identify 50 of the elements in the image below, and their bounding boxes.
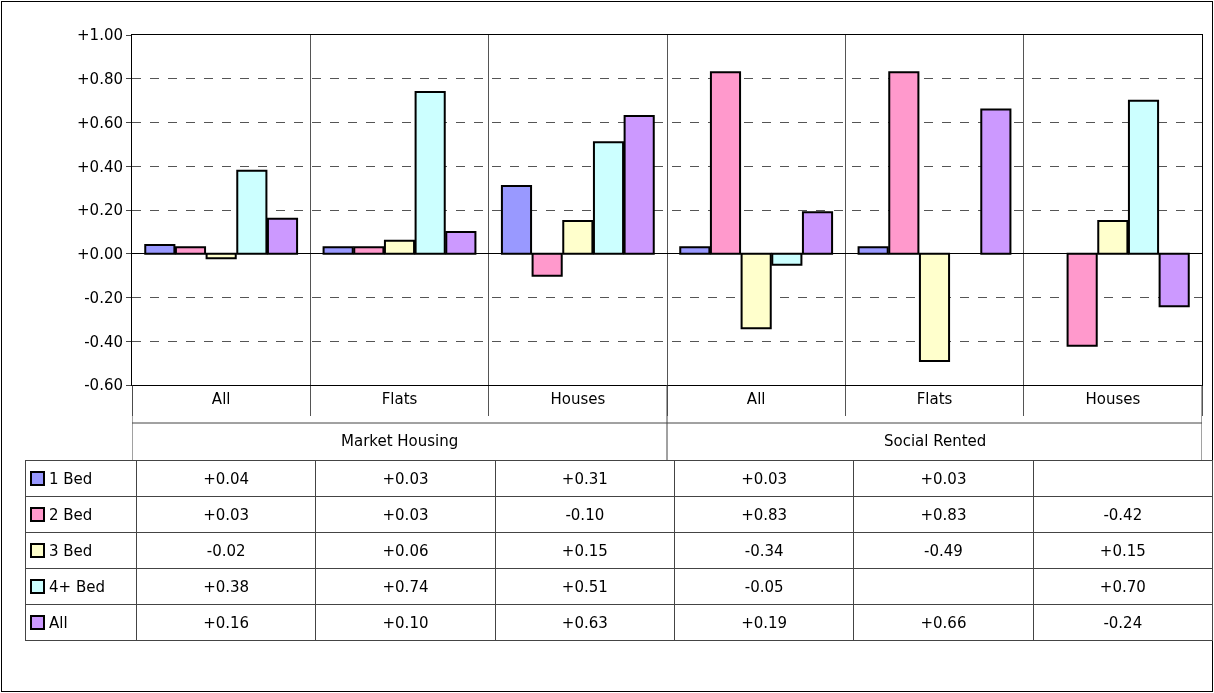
data-label: -0.05	[674, 568, 854, 605]
y-tick-label: -0.60	[84, 376, 123, 395]
data-label: -0.24	[1033, 604, 1213, 641]
data-label: +0.74	[315, 568, 496, 605]
legend-label: 3 Bed	[49, 541, 93, 560]
y-tick-label: +0.00	[77, 245, 123, 263]
data-label: +0.15	[1033, 532, 1213, 569]
data-label: -0.10	[495, 496, 675, 533]
y-tick-label: -0.20	[84, 288, 123, 307]
data-label: +0.03	[315, 496, 496, 533]
data-label: +0.16	[136, 604, 316, 641]
data-label: -0.42	[1033, 496, 1213, 533]
data-label: +0.83	[674, 496, 854, 533]
data-label: +0.38	[136, 568, 316, 605]
data-label: -0.02	[136, 532, 316, 569]
data-label: +0.03	[136, 496, 316, 533]
data-label: -0.49	[853, 532, 1034, 569]
x-tick-label: Flats	[381, 390, 418, 408]
text: Market Housing	[341, 432, 459, 450]
data-label: +0.51	[495, 568, 675, 605]
y-tick-label: +1.00	[77, 26, 123, 45]
data-label: +0.03	[853, 460, 1034, 497]
data-label: +0.63	[495, 604, 675, 641]
y-tick-label: +0.80	[77, 70, 123, 88]
y-tick-label: +0.60	[77, 113, 123, 132]
data-label: +0.04	[136, 460, 316, 497]
data-label: +0.03	[674, 460, 854, 497]
x-tick-label: Houses	[550, 390, 606, 408]
data-label: +0.10	[315, 604, 496, 641]
y-tick-label: -0.40	[84, 332, 123, 351]
legend-label: 4+ Bed	[49, 577, 105, 596]
x-tick-label: All	[746, 390, 766, 408]
data-label: +0.70	[1033, 568, 1213, 605]
data-label: +0.66	[853, 604, 1034, 641]
data-label: +0.15	[495, 532, 675, 569]
legend-label: 1 Bed	[49, 469, 93, 488]
y-tick-label: +0.40	[77, 157, 123, 176]
data-label: +0.03	[315, 460, 496, 497]
x-tick-label: Flats	[916, 390, 953, 408]
x-tick-label: Houses	[1085, 390, 1141, 408]
legend-label: 2 Bed	[49, 505, 93, 524]
x-tick-label: All	[211, 390, 231, 408]
y-tick-label: +0.20	[77, 201, 123, 220]
data-label: +0.19	[674, 604, 854, 641]
data-label: +0.31	[495, 460, 675, 497]
text: Social Rented	[884, 432, 987, 450]
legend-label: All	[49, 613, 68, 632]
data-label: +0.83	[853, 496, 1034, 533]
data-label: +0.06	[315, 532, 496, 569]
data-label: -0.34	[674, 532, 854, 569]
